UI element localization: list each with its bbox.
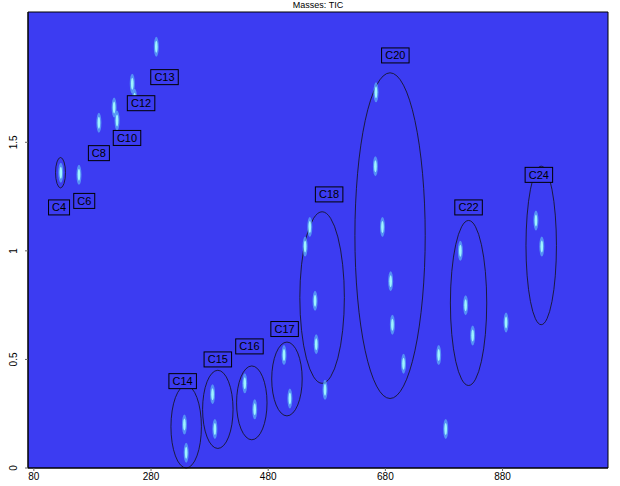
svg-text:C17: C17 xyxy=(275,323,295,335)
svg-text:C14: C14 xyxy=(173,375,193,387)
svg-text:C6: C6 xyxy=(77,195,91,207)
svg-text:C15: C15 xyxy=(208,353,228,365)
svg-text:C18: C18 xyxy=(319,188,339,200)
svg-text:1.5: 1.5 xyxy=(8,135,19,149)
svg-text:C10: C10 xyxy=(117,132,137,144)
svg-text:C20: C20 xyxy=(385,49,405,61)
svg-text:880: 880 xyxy=(494,471,511,482)
svg-text:C22: C22 xyxy=(458,201,478,213)
svg-text:C13: C13 xyxy=(154,71,174,83)
svg-text:0.5: 0.5 xyxy=(8,352,19,366)
svg-text:80: 80 xyxy=(28,471,40,482)
svg-text:C8: C8 xyxy=(92,147,106,159)
svg-text:1: 1 xyxy=(8,248,19,254)
svg-text:C12: C12 xyxy=(131,97,151,109)
svg-text:280: 280 xyxy=(143,471,160,482)
svg-text:0: 0 xyxy=(8,465,19,471)
svg-text:680: 680 xyxy=(377,471,394,482)
svg-text:C24: C24 xyxy=(529,169,549,181)
html-text:Masses: TIC: Masses: TIC xyxy=(292,0,344,10)
svg-text:C4: C4 xyxy=(52,201,66,213)
svg-text:C16: C16 xyxy=(239,340,259,352)
svg-text:480: 480 xyxy=(260,471,277,482)
